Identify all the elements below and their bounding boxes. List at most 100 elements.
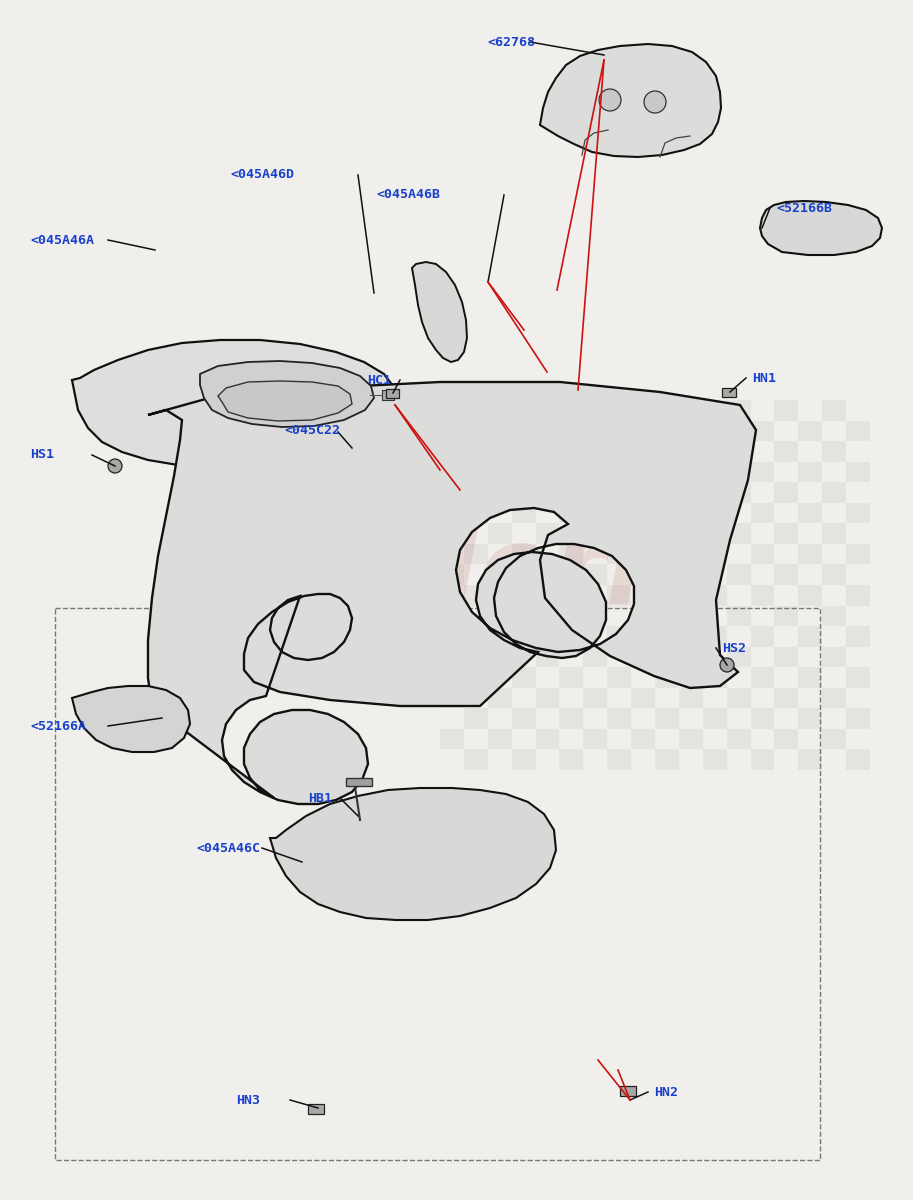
Bar xyxy=(560,462,583,482)
Bar xyxy=(607,626,631,647)
Text: HN3: HN3 xyxy=(236,1093,260,1106)
Bar xyxy=(798,462,823,482)
Bar xyxy=(511,462,536,482)
Bar xyxy=(583,647,607,667)
Bar xyxy=(703,503,727,523)
Bar xyxy=(823,688,846,708)
Bar xyxy=(750,584,774,606)
Bar xyxy=(631,400,655,420)
Bar xyxy=(488,400,511,420)
Bar xyxy=(464,544,488,564)
Bar xyxy=(823,482,846,503)
Bar xyxy=(583,728,607,750)
Bar xyxy=(560,420,583,442)
Bar xyxy=(386,389,399,398)
Bar xyxy=(774,647,798,667)
Bar xyxy=(846,420,870,442)
Bar xyxy=(727,442,750,462)
Circle shape xyxy=(599,89,621,110)
Bar xyxy=(536,688,560,708)
Bar xyxy=(560,667,583,688)
Text: <045A46B: <045A46B xyxy=(376,188,440,202)
Bar xyxy=(679,400,703,420)
Bar xyxy=(750,544,774,564)
Bar xyxy=(536,647,560,667)
Bar xyxy=(679,442,703,462)
Bar xyxy=(846,503,870,523)
Bar xyxy=(727,523,750,544)
Bar xyxy=(750,420,774,442)
Bar xyxy=(679,606,703,626)
Bar xyxy=(583,442,607,462)
Bar xyxy=(488,688,511,708)
PathPatch shape xyxy=(148,382,756,804)
Text: HC1: HC1 xyxy=(367,373,391,386)
Bar xyxy=(774,564,798,584)
Bar xyxy=(536,728,560,750)
Bar xyxy=(727,564,750,584)
Bar xyxy=(511,750,536,770)
Bar xyxy=(488,482,511,503)
Bar xyxy=(679,647,703,667)
Bar xyxy=(774,482,798,503)
PathPatch shape xyxy=(72,340,400,467)
Bar xyxy=(846,708,870,728)
Bar xyxy=(511,503,536,523)
Bar xyxy=(536,400,560,420)
Bar xyxy=(511,544,536,564)
Bar xyxy=(703,544,727,564)
Bar xyxy=(607,544,631,564)
Bar xyxy=(440,482,464,503)
Bar xyxy=(631,606,655,626)
Bar xyxy=(655,420,679,442)
Bar xyxy=(583,400,607,420)
Bar xyxy=(846,750,870,770)
Bar xyxy=(511,667,536,688)
Bar xyxy=(703,708,727,728)
Bar xyxy=(440,523,464,544)
Text: <52166A: <52166A xyxy=(30,720,86,732)
Bar xyxy=(750,503,774,523)
Bar xyxy=(440,688,464,708)
Bar xyxy=(823,442,846,462)
Bar xyxy=(464,708,488,728)
Bar xyxy=(560,708,583,728)
Bar xyxy=(703,667,727,688)
Bar xyxy=(464,462,488,482)
Bar xyxy=(308,1104,324,1114)
Bar xyxy=(560,544,583,564)
Bar xyxy=(464,667,488,688)
Bar xyxy=(536,564,560,584)
Bar xyxy=(631,688,655,708)
Bar xyxy=(823,400,846,420)
Bar xyxy=(846,544,870,564)
Bar xyxy=(846,584,870,606)
Bar xyxy=(631,564,655,584)
Bar xyxy=(583,523,607,544)
Bar xyxy=(703,626,727,647)
Bar xyxy=(798,420,823,442)
Bar xyxy=(631,523,655,544)
Bar xyxy=(798,667,823,688)
PathPatch shape xyxy=(200,361,374,427)
Bar xyxy=(727,728,750,750)
Text: HN2: HN2 xyxy=(654,1086,678,1098)
Bar xyxy=(511,584,536,606)
Bar xyxy=(846,626,870,647)
Circle shape xyxy=(644,91,666,113)
Circle shape xyxy=(108,458,122,473)
Bar xyxy=(607,708,631,728)
Bar xyxy=(798,584,823,606)
Text: HS2: HS2 xyxy=(722,642,746,654)
Bar xyxy=(846,462,870,482)
Bar xyxy=(655,708,679,728)
Bar xyxy=(631,442,655,462)
Bar xyxy=(655,667,679,688)
Bar xyxy=(774,400,798,420)
Text: car  parts: car parts xyxy=(396,618,517,642)
Bar xyxy=(846,667,870,688)
Bar xyxy=(631,647,655,667)
Bar xyxy=(679,564,703,584)
Bar xyxy=(703,462,727,482)
Bar xyxy=(750,626,774,647)
